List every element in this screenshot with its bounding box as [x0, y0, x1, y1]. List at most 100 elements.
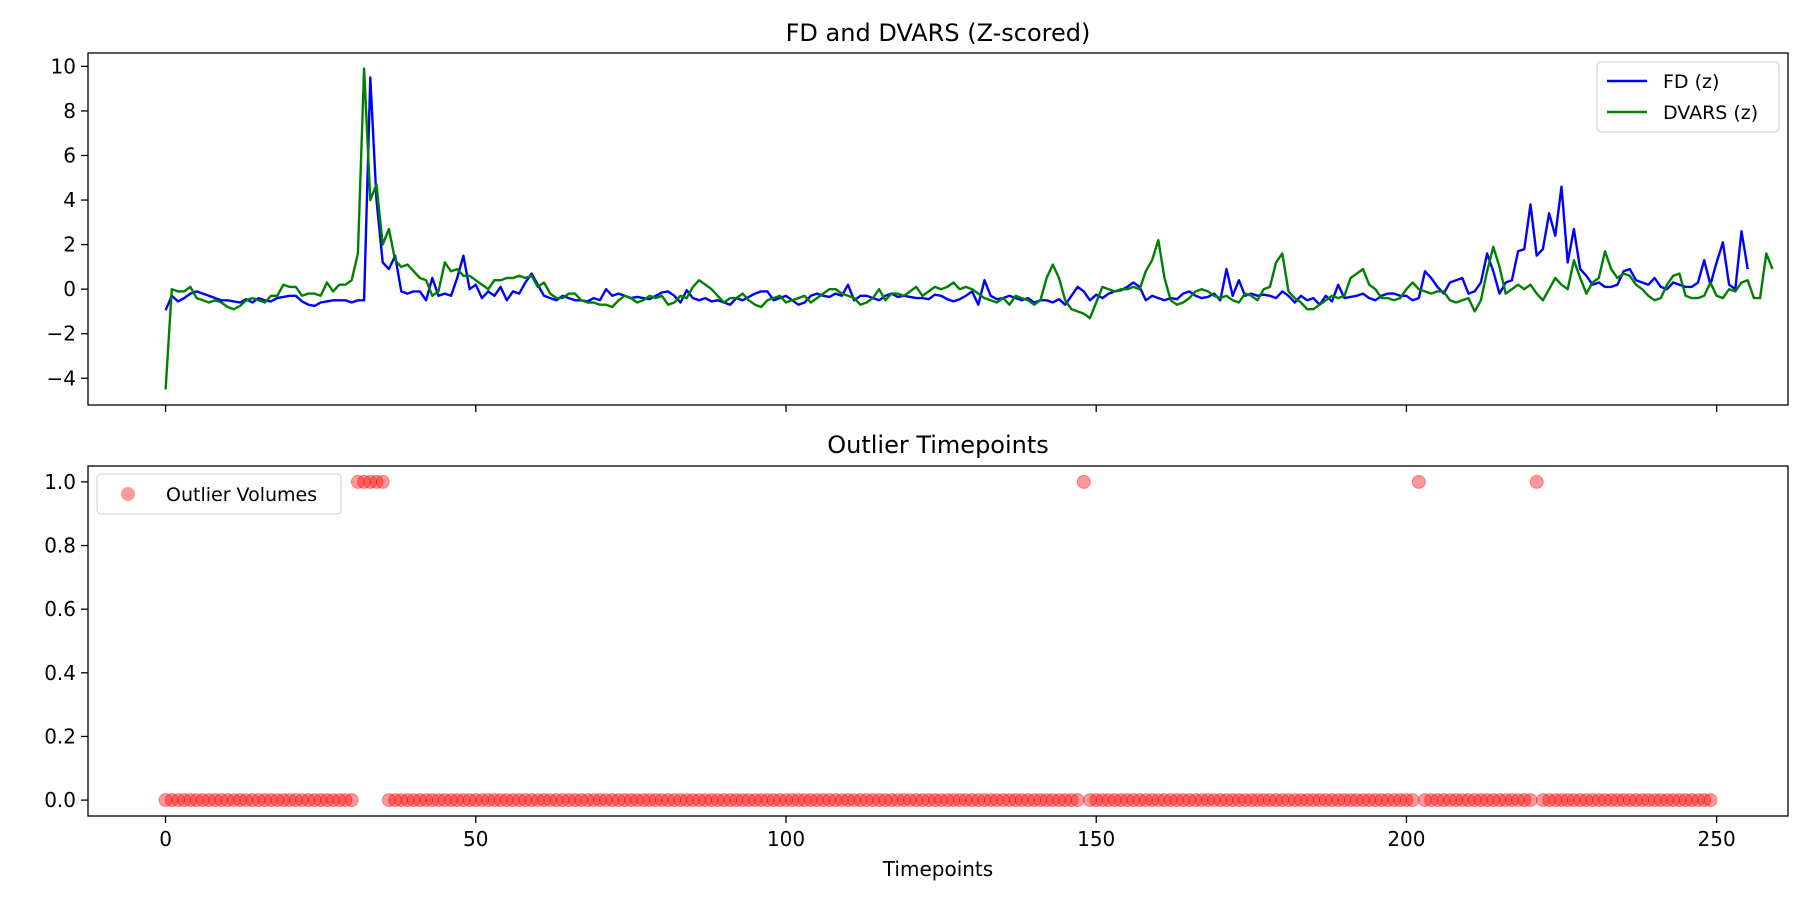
inlier-point: [1691, 793, 1705, 808]
inlier-point: [1231, 793, 1246, 808]
inlier-point: [561, 793, 576, 808]
inlier-point: [282, 793, 297, 808]
inlier-point: [313, 793, 328, 808]
inlier-point: [859, 793, 874, 808]
inlier-point: [748, 793, 762, 808]
inlier-point: [710, 793, 725, 808]
inlier-point: [1660, 793, 1674, 808]
inlier-point: [1300, 793, 1315, 808]
inlier-point: [1356, 793, 1370, 808]
outlier-y-tick-label: 0.2: [44, 724, 76, 748]
fd-dvars-y-ticks: −4 −2 0 2 4 6 8 10: [47, 54, 88, 390]
inlier-point: [171, 793, 185, 808]
inlier-point: [1337, 793, 1352, 808]
inlier-point: [915, 793, 930, 808]
inlier-point: [903, 793, 918, 808]
inlier-point: [940, 793, 955, 808]
outlier-point: [1076, 474, 1091, 489]
inlier-point: [1343, 793, 1358, 808]
inlier-point: [226, 793, 241, 808]
inlier-point: [1182, 793, 1197, 808]
inlier-point: [1455, 793, 1470, 808]
fd-dvars-y-tick-label: −4: [47, 366, 76, 390]
inlier-point: [785, 793, 800, 808]
outlier-y-ticks: 0.0 0.2 0.4 0.6 0.8 1.0: [44, 470, 88, 812]
inlier-point: [301, 793, 316, 808]
inlier-point: [1393, 793, 1408, 808]
inlier-point: [1492, 793, 1507, 808]
inlier-point: [1027, 793, 1042, 808]
inlier-point: [1349, 793, 1364, 808]
inlier-point: [1591, 793, 1606, 808]
inlier-point: [1287, 793, 1302, 808]
inlier-point: [1262, 793, 1277, 808]
inlier-point: [872, 793, 887, 808]
inlier-point: [1616, 793, 1631, 808]
inlier-point: [481, 793, 496, 808]
inlier-point: [1585, 793, 1600, 808]
inlier-point: [605, 793, 620, 808]
inlier-point: [1145, 793, 1160, 808]
inlier-point: [853, 793, 868, 808]
inlier-point: [1281, 793, 1296, 808]
inlier-point: [1325, 793, 1339, 808]
inlier-point: [1014, 793, 1029, 808]
inlier-point: [847, 793, 862, 808]
inlier-point: [1542, 793, 1557, 808]
inlier-point: [1560, 793, 1575, 808]
x-axis-label: Timepoints: [882, 857, 993, 881]
inlier-point: [661, 793, 676, 808]
inlier-point: [1151, 793, 1166, 808]
inlier-point: [394, 793, 409, 808]
inlier-point: [890, 793, 905, 808]
inlier-point: [1138, 793, 1153, 808]
inlier-point: [1405, 793, 1420, 808]
inlier-point: [431, 793, 446, 808]
inlier-point: [468, 793, 483, 808]
inlier-point: [1511, 793, 1526, 808]
outlier-legend-marker: [121, 487, 135, 501]
inlier-point: [475, 793, 489, 808]
inlier-point: [1480, 793, 1495, 808]
inlier-point: [1368, 793, 1383, 808]
inlier-point: [797, 793, 812, 808]
outlier-y-tick-label: 0.6: [44, 597, 76, 621]
inlier-point: [1684, 793, 1699, 808]
inlier-point: [462, 793, 477, 808]
inlier-point: [927, 793, 942, 808]
inlier-point: [803, 793, 818, 808]
inlier-point: [1610, 793, 1625, 808]
inlier-point: [704, 793, 719, 808]
inlier-point: [834, 793, 849, 808]
inlier-point: [1120, 793, 1135, 808]
inlier-point: [996, 793, 1011, 808]
inlier-point: [766, 793, 781, 808]
fd-dvars-panel: FD and DVARS (Z-scored) −4 −2 0 2 4 6 8 10 FD (…: [47, 19, 1789, 412]
inlier-point: [251, 793, 266, 808]
inlier-point: [1126, 793, 1141, 808]
inlier-point: [574, 793, 589, 808]
fd-dvars-title: FD and DVARS (Z-scored): [786, 19, 1091, 47]
fd-dvars-series-layer: [164, 67, 1774, 390]
inlier-point: [1294, 793, 1308, 808]
inlier-point: [493, 793, 508, 808]
inlier-point: [220, 793, 235, 808]
inlier-point: [264, 793, 278, 808]
inlier-point: [381, 793, 396, 808]
inlier-point: [388, 793, 403, 808]
outlier-point: [350, 474, 365, 489]
inlier-point: [1678, 793, 1693, 808]
inlier-point: [1200, 793, 1215, 808]
inlier-point: [1430, 793, 1445, 808]
inlier-point: [1362, 793, 1377, 808]
inlier-point: [456, 793, 471, 808]
inlier-point: [779, 793, 793, 808]
inlier-point: [1107, 793, 1122, 808]
inlier-point: [1622, 793, 1637, 808]
inlier-point: [1250, 793, 1265, 808]
inlier-point: [958, 793, 973, 808]
inlier-point: [1207, 793, 1222, 808]
inlier-point: [164, 793, 179, 808]
inlier-point: [735, 793, 750, 808]
